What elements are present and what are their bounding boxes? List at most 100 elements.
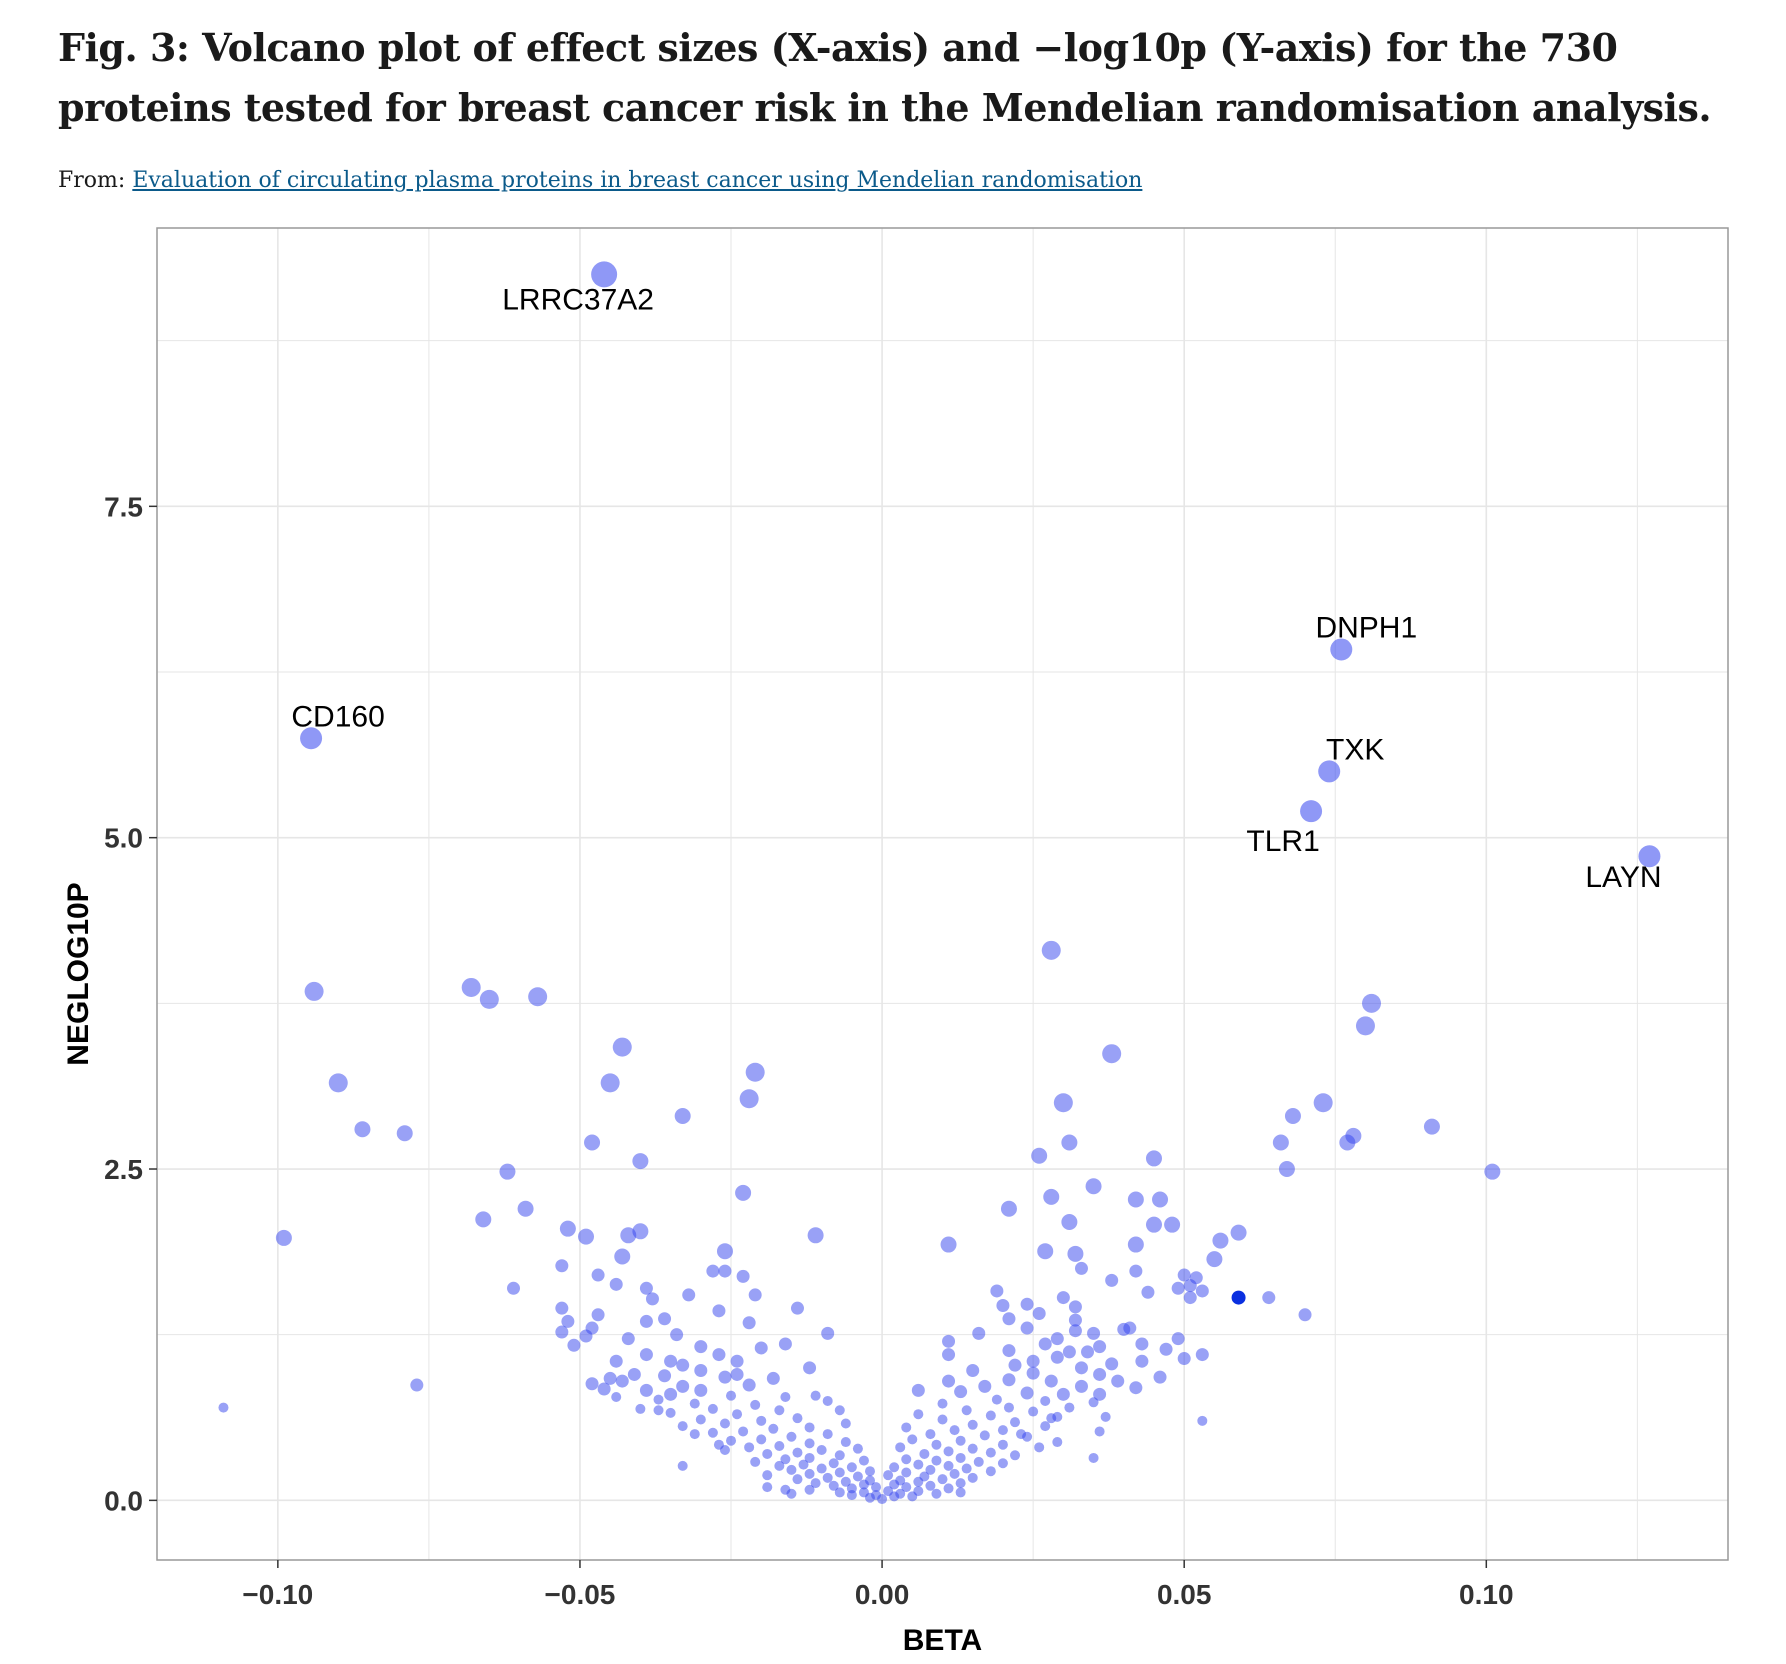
data-point <box>889 1491 900 1502</box>
data-point <box>1230 1224 1247 1241</box>
data-point <box>942 1374 956 1388</box>
data-point <box>925 1480 936 1491</box>
data-point <box>792 1474 803 1485</box>
data-point <box>713 1439 724 1450</box>
source-link[interactable]: Evaluation of circulating plasma protein… <box>132 168 1143 193</box>
data-point <box>973 1456 984 1467</box>
data-point <box>674 1108 691 1124</box>
data-point <box>1195 1348 1209 1362</box>
data-point <box>1484 1163 1501 1180</box>
data-point <box>1026 1354 1040 1368</box>
data-point <box>1010 1450 1021 1461</box>
data-point <box>877 1494 888 1505</box>
data-point <box>1040 1395 1051 1406</box>
data-point <box>694 1363 708 1377</box>
data-point <box>1068 1300 1082 1314</box>
data-point <box>742 1378 756 1392</box>
data-point <box>780 1454 791 1465</box>
data-point <box>858 1479 869 1490</box>
data-point <box>718 1264 732 1278</box>
data-point <box>676 1379 690 1393</box>
data-point <box>1081 1345 1095 1359</box>
data-point <box>949 1425 960 1436</box>
x-axis-ticks: −0.10 −0.05 0.00 0.05 0.10 <box>242 1560 1514 1610</box>
data-point <box>1064 1402 1075 1413</box>
data-point <box>1159 1342 1173 1356</box>
data-point <box>840 1476 851 1487</box>
data-point <box>1040 1421 1051 1432</box>
data-point <box>955 1435 966 1446</box>
data-point <box>949 1468 960 1479</box>
data-point <box>754 1341 768 1355</box>
plot-panel-border <box>156 227 1729 1561</box>
data-point <box>889 1462 900 1473</box>
data-point <box>1093 1340 1107 1354</box>
data-point <box>997 1458 1008 1469</box>
data-point <box>1085 1178 1102 1195</box>
data-point <box>961 1463 972 1474</box>
data-point <box>997 1439 1008 1450</box>
data-point <box>736 1269 750 1283</box>
data-point <box>1028 1406 1039 1417</box>
data-point <box>762 1448 773 1459</box>
data-point <box>1041 940 1061 960</box>
data-point <box>1164 1216 1181 1233</box>
data-point <box>579 1329 593 1343</box>
data-point <box>803 1361 817 1375</box>
data-point <box>913 1476 924 1487</box>
data-point <box>653 1394 664 1405</box>
data-point <box>1008 1358 1022 1372</box>
data-point <box>1206 1251 1223 1268</box>
data-point <box>901 1454 912 1465</box>
data-point <box>689 1429 700 1440</box>
data-point <box>1093 1387 1107 1401</box>
data-point <box>354 1121 371 1138</box>
data-point <box>954 1385 968 1399</box>
data-point <box>719 1418 730 1429</box>
data-point <box>707 1427 718 1438</box>
data-point <box>1020 1297 1034 1311</box>
data-point <box>730 1354 744 1368</box>
data-point <box>810 1478 821 1489</box>
data-point <box>822 1472 833 1483</box>
data-point <box>665 1407 676 1418</box>
data-point <box>600 1073 620 1093</box>
y-axis-ticks: 0.0 2.5 5.0 7.5 <box>104 491 157 1516</box>
data-point <box>645 1292 659 1306</box>
data-point <box>786 1464 797 1475</box>
data-point <box>1135 1354 1149 1368</box>
data-point <box>1177 1352 1191 1366</box>
data-point <box>822 1429 833 1440</box>
data-point <box>846 1490 857 1501</box>
data-point <box>1068 1313 1082 1327</box>
data-point <box>858 1455 869 1466</box>
data-point <box>1067 1245 1084 1262</box>
data-point <box>889 1479 900 1490</box>
data-point <box>694 1340 708 1354</box>
data-point <box>561 1314 575 1328</box>
data-point <box>585 1377 599 1391</box>
data-point <box>653 1405 664 1416</box>
data-point <box>639 1281 653 1295</box>
data-point <box>967 1472 978 1483</box>
data-point <box>499 1163 516 1180</box>
data-point <box>1050 1350 1064 1364</box>
data-point <box>328 1073 348 1093</box>
y-tick-label: 5.0 <box>104 823 143 854</box>
data-point <box>901 1482 912 1493</box>
data-point <box>979 1430 990 1441</box>
data-point <box>774 1441 785 1452</box>
data-point <box>639 1348 653 1362</box>
labeled-data-point <box>300 727 323 750</box>
figure-title: Fig. 3: Volcano plot of effect sizes (X-… <box>58 25 1712 130</box>
data-point <box>911 1383 925 1397</box>
data-point <box>901 1422 912 1433</box>
data-point <box>816 1444 827 1455</box>
point-label: DNPH1 <box>1315 611 1417 644</box>
data-point <box>907 1491 918 1502</box>
data-point <box>955 1452 966 1463</box>
data-point <box>1003 1402 1014 1413</box>
data-point <box>985 1410 996 1421</box>
data-point <box>664 1387 678 1401</box>
data-point <box>967 1419 978 1430</box>
